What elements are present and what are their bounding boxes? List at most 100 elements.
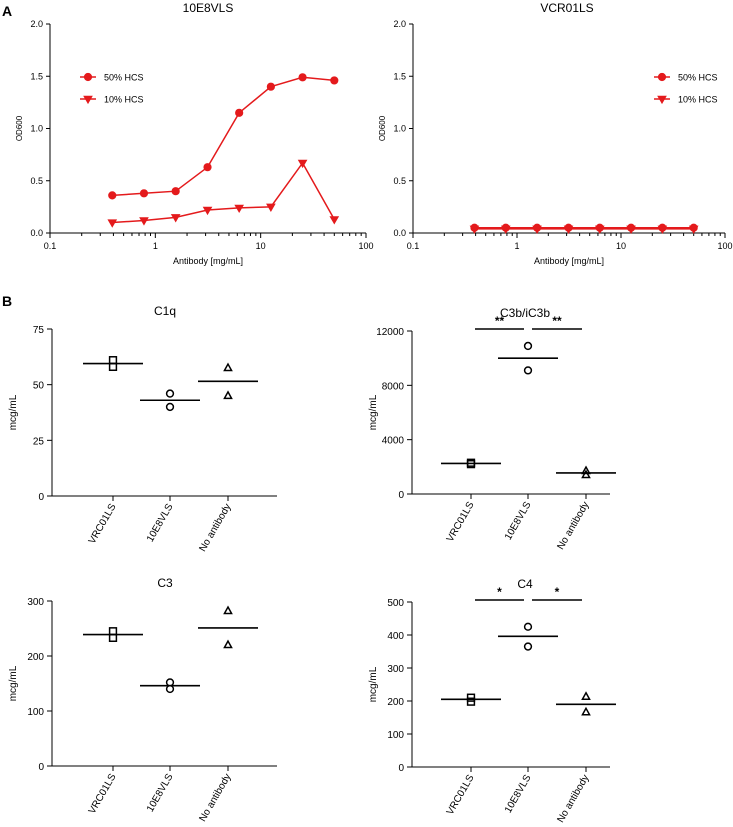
chart-od_10e8vls: 10E8VLS 0.0 0.5 1.0 1.5 2.0 0.1 1 10 100 Antibody …	[15, 1, 374, 266]
data-point	[581, 469, 591, 479]
x-tick-label: 10E8VLS	[145, 772, 176, 814]
x-tick-label: No antibody	[197, 502, 233, 554]
series-line	[112, 76, 335, 197]
chart-c3b_ic3b: C3b/iC3b 0 4000 8000 12000 mcg/mL VRC01LS 10E8V…	[368, 306, 616, 552]
x-tick-label: VRC01LS	[445, 773, 477, 817]
y-tick-label: 100	[387, 730, 404, 741]
y-tick-label: 200	[387, 697, 404, 708]
data-point	[466, 697, 476, 706]
data-point	[298, 73, 307, 82]
data-point	[139, 189, 149, 198]
panel-label-a: A	[2, 3, 12, 19]
y-tick-label: 300	[387, 664, 404, 675]
y-axis-label: OD600	[15, 115, 24, 141]
x-tick-label: 100	[358, 241, 373, 251]
data-point	[202, 206, 213, 216]
data-point	[469, 225, 480, 234]
x-tick-label: 10	[256, 241, 266, 251]
data-point	[688, 225, 699, 234]
data-point	[523, 341, 533, 351]
y-axis-label: OD600	[378, 115, 387, 141]
data-point	[223, 605, 233, 615]
y-tick-label: 1.0	[30, 124, 43, 134]
data-point	[297, 159, 308, 169]
y-tick-label: 500	[387, 598, 404, 609]
data-point	[500, 225, 511, 234]
x-tick-label: No antibody	[197, 772, 233, 824]
data-point	[329, 216, 340, 225]
y-tick-label: 25	[33, 436, 45, 447]
y-tick-label: 12000	[376, 327, 404, 338]
data-point	[108, 633, 118, 643]
data-point	[523, 642, 533, 651]
y-tick-label: 400	[387, 631, 404, 642]
data-point	[139, 217, 149, 226]
chart-c3: C3 0 100 200 300 mcg/mL VRC01LS 10E8VLS No antib…	[8, 576, 277, 824]
legend-marker	[83, 95, 93, 105]
data-point	[523, 622, 533, 631]
y-tick-label: 300	[27, 597, 44, 608]
x-tick-label: 0.1	[407, 241, 420, 251]
y-tick-label: 0	[38, 762, 44, 773]
x-tick-label: No antibody	[555, 773, 591, 825]
x-tick-label: 10E8VLS	[503, 773, 534, 815]
data-point	[581, 706, 591, 716]
y-tick-label: 0	[38, 492, 44, 503]
data-point	[108, 356, 118, 365]
data-point	[107, 219, 118, 228]
data-point	[108, 191, 117, 200]
x-tick-label: VRC01LS	[87, 502, 119, 546]
data-point	[165, 389, 175, 398]
y-tick-label: 0	[398, 763, 404, 774]
y-tick-label: 2.0	[30, 19, 43, 29]
significance-label: **	[552, 314, 562, 328]
y-tick-label: 100	[27, 707, 44, 718]
data-point	[223, 639, 233, 649]
data-point	[581, 691, 591, 701]
data-point	[581, 465, 591, 475]
y-axis-label: mcg/mL	[8, 665, 19, 701]
chart-title: C1q	[154, 304, 176, 318]
data-point	[523, 366, 533, 375]
y-tick-label: 4000	[382, 436, 405, 447]
x-tick-label: VRC01LS	[87, 772, 119, 816]
charts-group: 10E8VLS 0.0 0.5 1.0 1.5 2.0 0.1 1 10 100 Antibody …	[8, 1, 733, 825]
data-point	[330, 76, 339, 85]
data-point	[626, 225, 636, 234]
data-point	[223, 390, 233, 400]
x-tick-label: VRC01LS	[445, 500, 477, 544]
y-tick-label: 2.0	[393, 19, 406, 29]
chart-title: VCR01LS	[540, 1, 593, 15]
x-tick-label: 0.1	[44, 241, 57, 251]
y-axis-label: mcg/mL	[8, 394, 19, 430]
data-point	[108, 627, 118, 636]
chart-title: C3b/iC3b	[500, 306, 550, 320]
legend-marker	[657, 95, 667, 105]
data-point	[532, 225, 542, 234]
data-point	[165, 402, 175, 412]
y-tick-label: 0.0	[30, 228, 43, 238]
y-axis-label: mcg/mL	[368, 394, 379, 430]
x-tick-label: 10E8VLS	[503, 500, 534, 542]
y-tick-label: 1.5	[30, 71, 43, 81]
data-point	[108, 362, 118, 372]
data-point	[235, 108, 244, 117]
data-point	[170, 214, 181, 223]
data-point	[594, 225, 605, 234]
significance-label: **	[495, 314, 505, 328]
y-tick-label: 0	[398, 490, 404, 501]
data-point	[165, 678, 175, 687]
chart-title: C3	[157, 576, 173, 590]
x-tick-label: 1	[153, 241, 158, 251]
chart-title: C4	[517, 577, 533, 591]
legend-marker	[83, 72, 93, 82]
panel-label-b: B	[2, 293, 12, 309]
legend-label: 50% HCS	[104, 73, 144, 83]
y-tick-label: 0.0	[393, 228, 406, 238]
legend-label: 10% HCS	[104, 95, 144, 105]
y-tick-label: 0.5	[393, 176, 406, 186]
chart-c1q: C1q 0 25 50 75 mcg/mL VRC01LS 10E8VLS No antibod…	[8, 304, 277, 554]
data-point	[266, 203, 276, 213]
x-axis-label: Antibody [mg/mL]	[534, 256, 604, 266]
x-tick-label: 100	[717, 241, 732, 251]
